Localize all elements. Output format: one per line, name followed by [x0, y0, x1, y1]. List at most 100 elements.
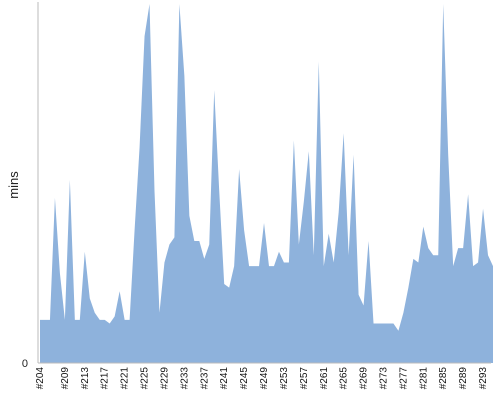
data-point-278 — [407, 286, 410, 289]
data-point-286 — [447, 153, 450, 156]
data-point-230 — [168, 243, 171, 246]
data-point-282 — [427, 247, 430, 250]
data-point-244 — [238, 168, 241, 171]
data-point-241 — [223, 283, 226, 286]
data-point-273 — [382, 322, 385, 325]
data-point-254 — [287, 261, 290, 264]
data-point-231 — [173, 236, 176, 239]
x-tick-label: #265 — [339, 367, 350, 390]
x-tick-label: #281 — [418, 367, 429, 390]
data-point-294 — [487, 254, 490, 257]
data-point-248 — [258, 265, 261, 268]
data-point-209 — [63, 318, 66, 321]
x-tick-label: #209 — [60, 367, 71, 390]
data-point-222 — [128, 318, 131, 321]
data-point-214 — [88, 297, 91, 300]
x-tick-label: #249 — [259, 367, 270, 390]
data-point-237 — [203, 257, 206, 260]
data-point-204 — [39, 318, 42, 321]
data-point-258 — [307, 150, 310, 153]
data-point-279 — [412, 257, 415, 260]
data-point-239 — [213, 89, 216, 92]
data-point-264 — [337, 211, 340, 214]
data-point-283 — [432, 254, 435, 257]
data-point-280 — [417, 261, 420, 264]
data-point-225 — [143, 35, 146, 38]
x-tick-label: #293 — [478, 367, 489, 390]
data-point-226 — [148, 3, 151, 6]
x-tick-label: #229 — [159, 367, 170, 390]
series-area — [40, 4, 493, 363]
data-point-265 — [342, 132, 345, 135]
x-tick-label: #289 — [458, 367, 469, 390]
data-point-251 — [272, 265, 275, 268]
data-point-261 — [322, 265, 325, 268]
x-tick-label: #269 — [359, 367, 370, 390]
data-point-217 — [103, 318, 106, 321]
x-tick-label: #257 — [299, 367, 310, 390]
y-axis-label: mins — [6, 171, 21, 199]
data-point-249 — [263, 221, 266, 224]
data-point-268 — [357, 293, 360, 296]
data-point-291 — [472, 265, 475, 268]
data-point-228 — [158, 311, 161, 314]
data-point-274 — [387, 322, 390, 325]
data-point-224 — [138, 146, 141, 149]
data-point-210 — [68, 178, 71, 181]
data-point-256 — [297, 243, 300, 246]
data-point-245 — [243, 229, 246, 232]
data-point-227 — [153, 189, 156, 192]
data-point-252 — [277, 250, 280, 253]
data-point-219 — [113, 315, 116, 318]
data-point-295 — [492, 265, 495, 268]
data-point-260 — [317, 60, 320, 63]
data-point-212 — [78, 318, 81, 321]
data-point-236 — [198, 239, 201, 242]
data-point-238 — [208, 243, 211, 246]
plot-area — [39, 3, 495, 363]
data-point-275 — [392, 322, 395, 325]
data-point-289 — [462, 247, 465, 250]
data-point-269 — [362, 304, 365, 307]
data-point-215 — [93, 311, 96, 314]
data-point-287 — [452, 265, 455, 268]
data-point-259 — [312, 254, 315, 257]
data-point-221 — [123, 318, 126, 321]
x-tick-label: #233 — [179, 367, 190, 390]
data-point-220 — [118, 290, 121, 293]
x-tick-label: #253 — [279, 367, 290, 390]
x-tick-label: #241 — [219, 367, 230, 390]
x-tick-label: #237 — [199, 367, 210, 390]
y-tick-label-zero: 0 — [22, 358, 28, 370]
data-point-240 — [218, 189, 221, 192]
data-point-263 — [332, 261, 335, 264]
x-tick-label: #221 — [120, 367, 131, 390]
data-point-211 — [73, 318, 76, 321]
data-point-281 — [422, 225, 425, 228]
data-point-234 — [188, 214, 191, 217]
data-point-270 — [367, 239, 370, 242]
data-point-285 — [442, 3, 445, 6]
data-point-292 — [477, 261, 480, 264]
data-point-272 — [377, 322, 380, 325]
data-point-247 — [253, 265, 256, 268]
x-tick-label: #204 — [35, 367, 46, 390]
data-point-288 — [457, 247, 460, 250]
data-point-207 — [53, 196, 56, 199]
data-point-271 — [372, 322, 375, 325]
x-tick-label: #285 — [438, 367, 449, 390]
data-point-206 — [48, 318, 51, 321]
x-tick-label: #213 — [80, 367, 91, 390]
data-point-257 — [302, 200, 305, 203]
data-point-266 — [347, 254, 350, 257]
x-tick-label: #245 — [239, 367, 250, 390]
data-point-250 — [267, 265, 270, 268]
data-point-277 — [402, 311, 405, 314]
data-point-213 — [83, 250, 86, 253]
data-point-255 — [292, 139, 295, 142]
data-point-253 — [282, 261, 285, 264]
data-point-205 — [43, 318, 46, 321]
data-point-290 — [467, 193, 470, 196]
